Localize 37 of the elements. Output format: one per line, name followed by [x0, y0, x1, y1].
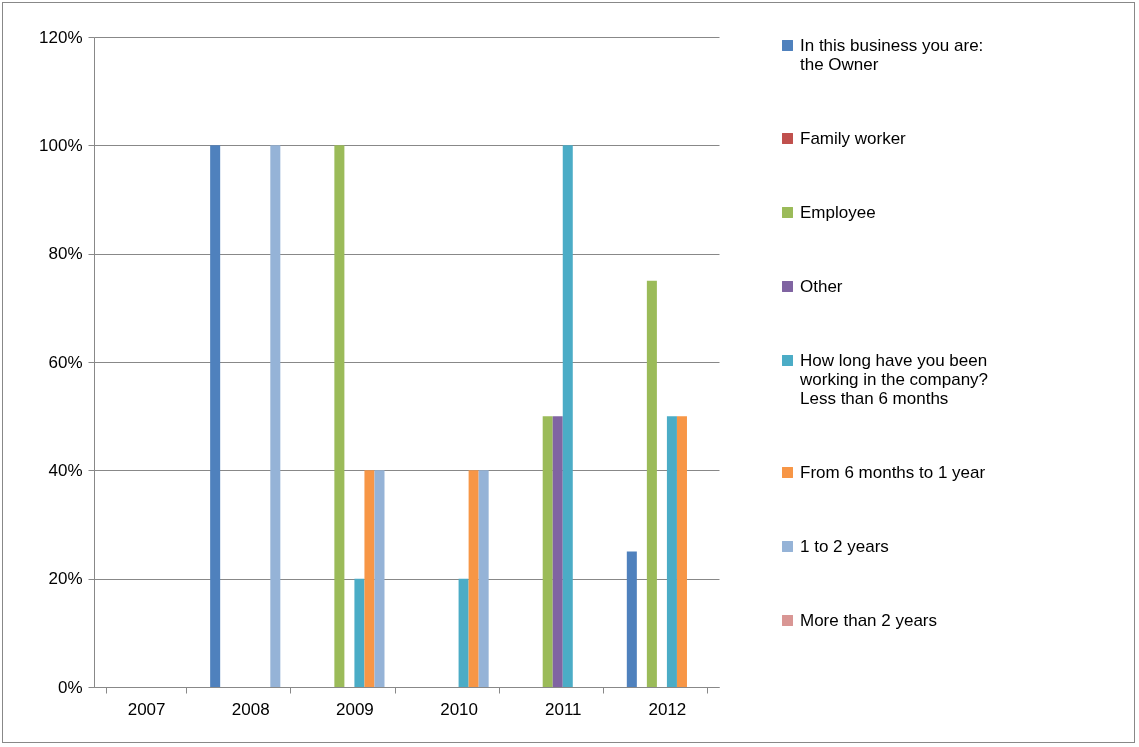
x-tick-label: 2007: [127, 699, 166, 719]
legend-label: Employee: [800, 202, 876, 222]
legend-label: 1 to 2 years: [800, 536, 889, 556]
y-tick-label: 100%: [39, 135, 83, 155]
y-tick-label: 20%: [48, 569, 83, 589]
bar: [676, 416, 687, 687]
legend-label: Other: [800, 276, 843, 296]
legend-label: How long have you been working in the company? Less than 6 months: [799, 350, 989, 408]
bar: [334, 145, 345, 687]
bar: [210, 145, 221, 687]
x-tick-label: 2011: [544, 699, 582, 719]
x-tick-label: 2009: [336, 699, 374, 719]
legend-label: In this business you are: the Owner: [800, 35, 984, 74]
legend-label: More than 2 years: [800, 610, 938, 630]
bar: [354, 578, 365, 687]
x-tick-label: 2012: [648, 699, 687, 719]
bar: [468, 470, 479, 687]
y-tick-label: 40%: [48, 460, 83, 480]
bar: [562, 145, 573, 687]
bar: [646, 280, 657, 687]
bar: [478, 470, 489, 687]
bar: [542, 416, 553, 687]
y-tick-label: 60%: [48, 352, 83, 372]
bar: [626, 551, 637, 687]
y-tick-label: 0%: [57, 677, 83, 697]
y-tick-label: 120%: [39, 27, 83, 47]
y-tick-label: 80%: [48, 244, 83, 264]
bar: [364, 470, 375, 687]
x-tick-label: 2008: [231, 699, 270, 719]
bar: [552, 416, 563, 687]
bar: [666, 416, 677, 687]
bar: [270, 145, 281, 687]
legend-label: From 6 months to 1 year: [800, 462, 986, 482]
legend-label: Family worker: [800, 128, 907, 148]
bar: [374, 470, 385, 687]
bar: [458, 578, 469, 687]
x-tick-label: 2010: [440, 699, 478, 719]
